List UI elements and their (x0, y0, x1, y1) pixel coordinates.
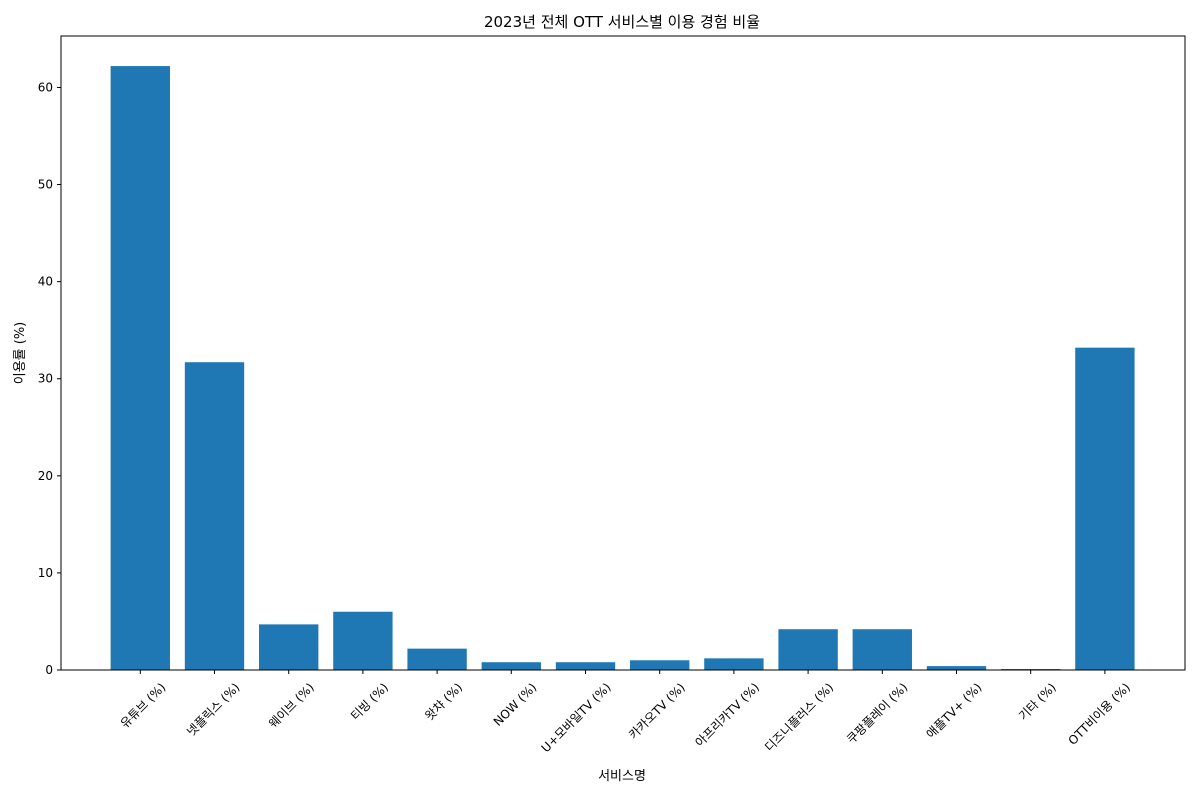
y-tick-label: 50 (38, 178, 53, 192)
bar (407, 648, 467, 670)
x-tick-label: 티빙 (%) (348, 680, 391, 723)
x-tick-label: 카카오TV (%) (626, 680, 688, 742)
x-tick-label: 애플TV+ (%) (924, 680, 985, 741)
bar (926, 666, 987, 670)
bar (778, 629, 838, 670)
bar (630, 660, 690, 670)
bar (704, 658, 764, 670)
x-tick-label: 기타 (%) (1016, 680, 1059, 723)
chart-title: 2023년 전체 OTT 서비스별 이용 경험 비율 (484, 13, 760, 31)
y-tick-label: 0 (45, 663, 53, 677)
x-tick-label: U+모바일TV (%) (539, 680, 614, 755)
y-axis-ticks: 0 10 20 30 40 50 60 (38, 80, 61, 677)
plot-frame (60, 35, 1186, 671)
bar (481, 662, 541, 670)
x-axis-ticks: 유튜브 (%) 넷플릭스 (%) 웨이브 (%) 티빙 (%) 왓챠 (%) NOW (%… (118, 670, 1133, 755)
x-axis-label: 서비스명 (598, 769, 646, 784)
bar (259, 624, 319, 670)
x-tick-label: 디즈니플러스 (%) (762, 680, 836, 754)
bar (555, 662, 616, 670)
bars-group (110, 66, 1135, 671)
bar (333, 611, 393, 670)
y-axis-label: 이용률 (%) (13, 322, 28, 385)
x-tick-label: 왓챠 (%) (422, 680, 465, 723)
bar (184, 362, 245, 670)
bar (852, 629, 912, 670)
y-tick-label: 30 (38, 372, 53, 386)
x-tick-label: NOW (%) (491, 680, 540, 729)
x-tick-label: 아프리카TV (%) (693, 680, 762, 749)
x-tick-label: 웨이브 (%) (266, 680, 317, 731)
y-tick-label: 10 (38, 566, 53, 580)
x-tick-label: OTT비이용 (%) (1065, 680, 1133, 748)
bar (1075, 347, 1135, 670)
x-tick-label: 유튜브 (%) (118, 680, 169, 731)
bar (110, 66, 170, 671)
y-tick-label: 60 (38, 80, 53, 94)
x-tick-label: 쿠팡플레이 (%) (844, 680, 910, 746)
x-tick-label: 넷플릭스 (%) (184, 680, 243, 739)
y-tick-label: 40 (38, 275, 53, 289)
y-tick-label: 20 (38, 469, 53, 483)
